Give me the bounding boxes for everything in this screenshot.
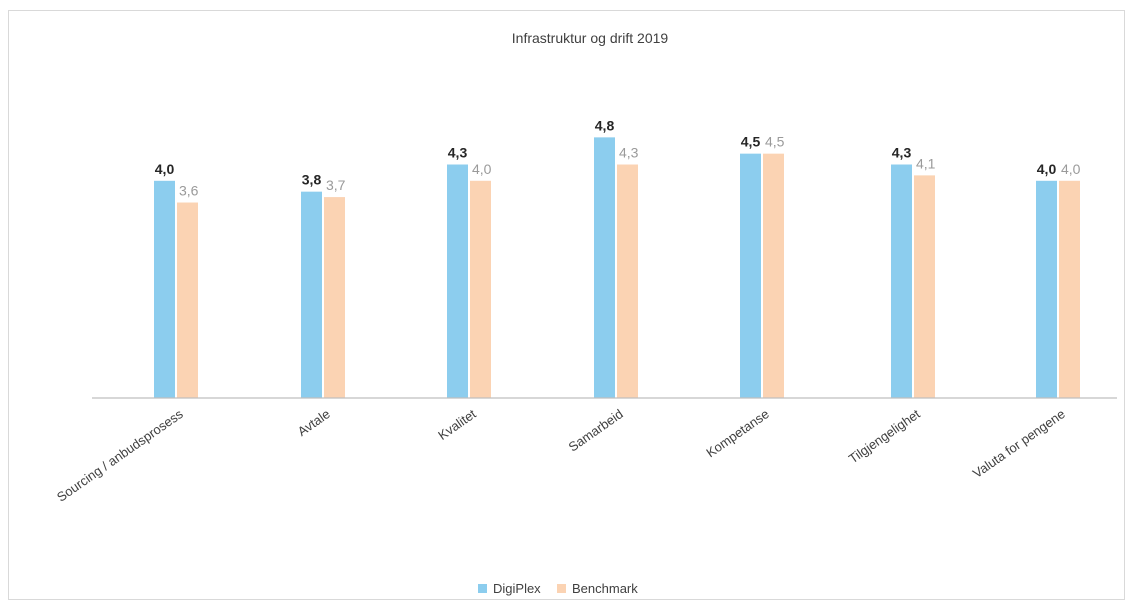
bar-benchmark-kvalitet bbox=[470, 180, 491, 398]
data-label-digiplex-samarbeid: 4,8 bbox=[595, 117, 615, 133]
bars-layer bbox=[154, 137, 1080, 399]
legend-label-digiplex: DigiPlex bbox=[493, 581, 541, 596]
data-label-benchmark-kompetanse: 4,5 bbox=[765, 134, 785, 150]
data-labels-layer: 4,03,63,8 3,74,34,04,84,34,5 4,54,34,1 4,0 4… bbox=[155, 117, 1081, 198]
category-label-samarbeid: Samarbeid bbox=[566, 406, 626, 454]
bar-digiplex-kvalitet bbox=[447, 164, 468, 398]
bar-digiplex-valuta-for-pengene bbox=[1036, 180, 1057, 398]
bar-digiplex-kompetanse bbox=[740, 153, 761, 398]
legend: DigiPlex Benchmark bbox=[478, 581, 638, 596]
bar-digiplex-sourcing-anbudsprosess bbox=[154, 180, 175, 398]
data-label-benchmark-kvalitet: 4,0 bbox=[472, 161, 492, 177]
data-label-benchmark-valuta-for-pengene: 4,0 bbox=[1061, 161, 1081, 177]
category-label-tilgjengelighet: Tilgjengelighet bbox=[846, 406, 923, 466]
bar-benchmark-tilgjengelighet bbox=[914, 175, 935, 398]
bar-benchmark-valuta-for-pengene bbox=[1059, 180, 1080, 398]
data-label-digiplex-tilgjengelighet: 4,3 bbox=[892, 145, 912, 161]
category-label-sourcing-anbudsprosess: Sourcing / anbudsprosess bbox=[54, 406, 186, 505]
bar-benchmark-kompetanse bbox=[763, 153, 784, 398]
category-labels-layer: Sourcing / anbudsprosess Avtale Kvalitet Sa… bbox=[54, 406, 1068, 505]
chart-title: Infrastruktur og drift 2019 bbox=[512, 30, 669, 46]
legend-swatch-benchmark bbox=[557, 584, 566, 593]
category-label-kvalitet: Kvalitet bbox=[435, 406, 479, 443]
category-label-valuta-for-pengene: Valuta for pengene bbox=[970, 406, 1068, 481]
bar-digiplex-samarbeid bbox=[594, 137, 615, 399]
category-label-kompetanse: Kompetanse bbox=[703, 406, 771, 460]
category-label-avtale: Avtale bbox=[295, 406, 333, 439]
bar-digiplex-avtale bbox=[301, 191, 322, 398]
bar-benchmark-avtale bbox=[324, 197, 345, 398]
data-label-benchmark-sourcing-anbudsprosess: 3,6 bbox=[179, 183, 199, 199]
data-label-digiplex-valuta-for-pengene: 4,0 bbox=[1037, 161, 1057, 177]
data-label-digiplex-kompetanse: 4,5 bbox=[741, 134, 761, 150]
data-label-benchmark-avtale: 3,7 bbox=[326, 177, 346, 193]
bar-digiplex-tilgjengelighet bbox=[891, 164, 912, 398]
data-label-digiplex-sourcing-anbudsprosess: 4,0 bbox=[155, 161, 175, 177]
bar-benchmark-sourcing-anbudsprosess bbox=[177, 202, 198, 398]
data-label-digiplex-kvalitet: 4,3 bbox=[448, 145, 468, 161]
legend-swatch-digiplex bbox=[478, 584, 487, 593]
data-label-benchmark-tilgjengelighet: 4,1 bbox=[916, 155, 936, 171]
bar-benchmark-samarbeid bbox=[617, 164, 638, 398]
legend-label-benchmark: Benchmark bbox=[572, 581, 638, 596]
data-label-benchmark-samarbeid: 4,3 bbox=[619, 145, 639, 161]
data-label-digiplex-avtale: 3,8 bbox=[302, 172, 322, 188]
